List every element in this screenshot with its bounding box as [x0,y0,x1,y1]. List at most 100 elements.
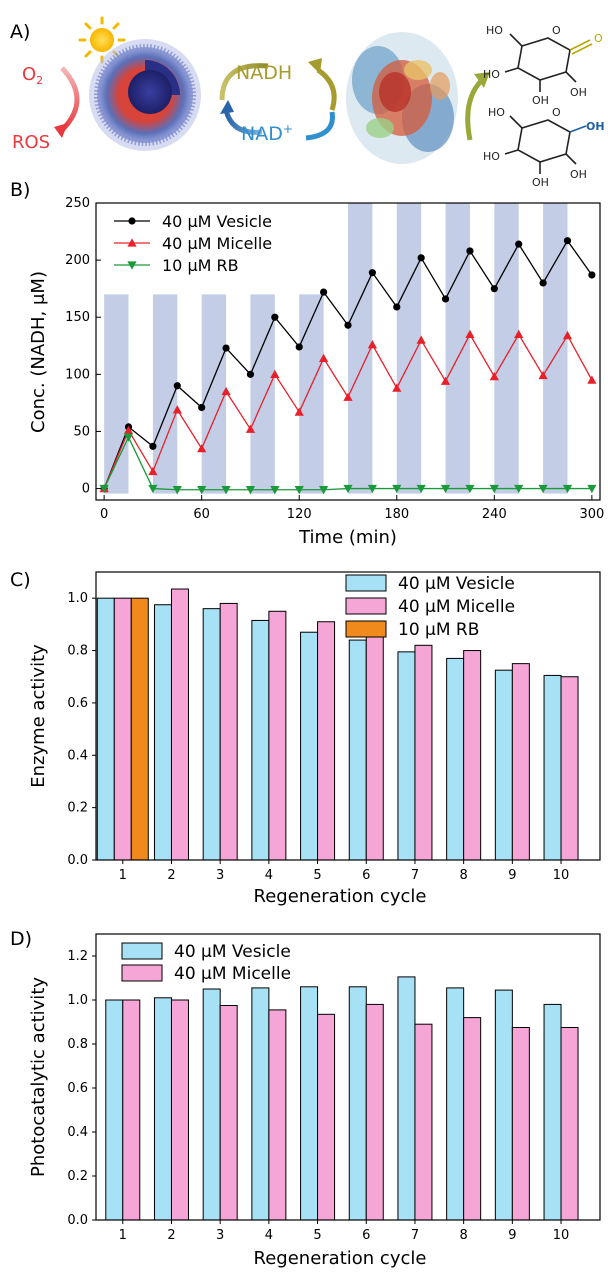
legend-marker [128,217,136,225]
y-tick-label: 50 [73,424,90,439]
panel-a-label: A) [10,21,30,43]
data-point [172,486,182,495]
nad-cycle-right [305,111,335,141]
data-point [515,240,523,248]
data-point [319,486,329,495]
data-point [245,424,256,433]
legend-swatch [345,574,387,592]
svg-text:OH: OH [570,168,587,181]
y-tick-label: 0.4 [67,748,88,763]
bar [463,650,482,861]
data-point [368,269,376,277]
data-point [148,466,158,476]
data-point [490,285,498,293]
bar [397,976,416,1221]
y-tick-label: 200 [65,253,90,268]
data-point [539,279,547,287]
svg-text:O: O [552,106,561,119]
data-point [588,271,596,279]
panel-d: D) 1 2 3 4 5 6 7 8 9 10 0.0 0.2 0.4 0.6 0.8 1.0 1.2 40 μ… [10,928,601,1269]
y-axis-label: Conc. (NADH, μM) [28,271,49,433]
data-point [514,329,524,339]
data-point [489,484,499,494]
x-tick-label: 1 [119,1228,127,1243]
bar [560,1027,579,1221]
bar [122,999,141,1221]
data-point [197,443,207,453]
y-tick-label: 250 [65,196,90,211]
x-axis-label: Regeneration cycle [254,886,427,907]
ros-label: ROS [12,132,50,153]
bar [251,987,270,1221]
legend-swatch [345,597,387,615]
data-point [393,303,401,311]
data-point [319,353,329,363]
y-tick-label: 0.0 [67,853,88,868]
x-tick-label: 4 [265,1228,273,1243]
x-tick-label: 180 [384,507,409,522]
bar [365,1003,384,1221]
panel-a: A) O2 ROS [10,16,605,189]
legend-entry: 10 μM RB [398,620,479,640]
legend-swatch [121,964,163,982]
data-point [343,484,353,494]
x-tick-label: 5 [313,1228,321,1243]
x-tick-label: 0 [100,507,108,522]
data-point [587,375,597,384]
svg-text:O: O [552,24,561,37]
conversion-arrow [465,78,484,141]
svg-text:OH: OH [570,86,587,99]
x-tick-label: 6 [362,868,370,883]
data-point [587,484,597,494]
x-tick-label: 3 [216,1228,224,1243]
legend-entry: 40 μM Vesicle [162,212,272,231]
y-tick-label: 150 [65,310,90,325]
data-point [294,407,304,416]
data-point [367,484,377,494]
sun-icon [78,16,126,64]
light-band [299,294,324,494]
bar [365,625,384,861]
bar [494,989,513,1221]
svg-text:OH: OH [532,176,549,189]
svg-text:HO: HO [488,106,505,119]
data-point [563,237,572,245]
data-point [148,484,158,494]
gluconolactone-structure [504,33,593,92]
data-point [466,247,474,255]
bar [170,588,189,861]
y-tick-label: 0.8 [67,644,88,659]
x-tick-label: 120 [287,507,312,522]
o2-ros-arrowhead [54,123,68,138]
bar [414,1023,433,1221]
nadh-cycle-right [316,67,337,111]
glucose-structure [504,115,587,174]
bar [543,1003,562,1221]
light-band [494,203,519,494]
data-point [295,343,303,351]
axes-group: 1 2 3 4 5 6 7 8 9 10 0.0 0.2 0.4 0.6 0.8 1.0 1.2 [67,949,569,1243]
nadh-cycle-top [219,63,269,101]
plot-frame [95,571,601,861]
data-point [271,313,279,321]
panel-c: C) 1 2 3 4 5 6 7 8 9 10 0.0 0.2 0.4 0.6 0.8 1.0 40 μM V… [10,569,601,907]
data-point [417,254,425,262]
data-point [222,344,230,352]
x-tick-label: 10 [553,868,570,883]
gluconolactone-labels: HO O HO OH OH O [483,24,603,107]
bar [317,1013,336,1221]
y-tick-label: 0.6 [67,696,88,711]
glucose-labels: HO OH HO OH OH O [483,106,605,189]
bars-group [105,976,579,1221]
bar [317,621,336,861]
x-tick-label: 7 [411,1228,419,1243]
y-tick-label: 1.0 [67,591,88,606]
panel-b: B) 0 60 120 180 240 300 0 50 100 150 200 250 40 μM … [10,179,604,548]
data-point [123,425,134,434]
nadh-label: NADH [236,62,292,84]
legend-marker [127,238,137,247]
nadh-arrowhead [308,58,322,74]
bar [300,631,319,861]
